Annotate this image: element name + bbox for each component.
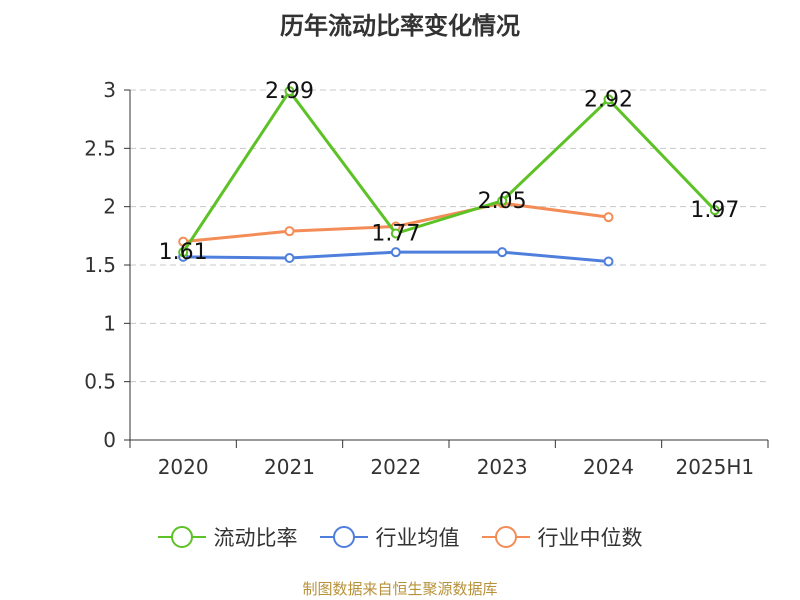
y-tick-label-2: 1: [103, 311, 116, 335]
data-label-0-2: 1.77: [371, 222, 420, 247]
series-2-point-1: [284, 226, 295, 237]
series-1-point-1: [284, 253, 295, 263]
x-tick-label-1: 2021: [264, 455, 315, 479]
series-1-point-4: [603, 256, 614, 267]
data-label-0-1: 2.99: [265, 79, 314, 104]
chart-title: 历年流动比率变化情况: [280, 12, 520, 40]
series-1-point-3: [497, 247, 508, 258]
legend-line-circle-icon: [157, 526, 206, 548]
axes: 0 0.5 1 1.5 2 2.5 3 2020 2021 2022 2023 2024 2025H1: [84, 78, 769, 479]
x-tick-label-4: 2024: [583, 455, 634, 479]
data-labels: 1.61 2.99 1.77 2.05 2.92 1.97: [159, 79, 740, 265]
y-tick-label-5: 2.5: [84, 136, 116, 160]
data-label-0-4: 2.92: [584, 87, 633, 112]
legend-line-circle-icon: [319, 526, 368, 548]
data-label-0-3: 2.05: [478, 189, 527, 214]
grid-lines: [130, 89, 768, 383]
legend: 流动比率 行业均值 行业中位数: [0, 519, 800, 555]
series-line-0: [181, 89, 716, 253]
x-tick-label-3: 2023: [477, 455, 528, 479]
series-2-point-0: [178, 236, 189, 247]
series-1-point-2: [390, 247, 401, 258]
series-0-point-4: [603, 94, 614, 105]
y-tick-label-4: 2: [103, 195, 116, 219]
legend-item-1[interactable]: 行业均值: [319, 519, 460, 555]
data-label-0-0: 1.61: [159, 240, 208, 265]
y-tick-label-1: 0.5: [84, 370, 116, 394]
x-tick-label-5: 2025H1: [675, 455, 754, 479]
series-2-point-4: [603, 212, 614, 223]
legend-line-circle-icon: [481, 526, 530, 548]
data-label-0-5: 1.97: [690, 198, 739, 223]
legend-item-2[interactable]: 行业中位数: [481, 519, 643, 555]
x-tick-label-2: 2022: [370, 455, 421, 479]
y-tick-label-3: 1.5: [84, 253, 116, 277]
y-tick-label-6: 3: [103, 78, 116, 102]
y-tick-label-0: 0: [103, 428, 116, 452]
series-0-point-0: [178, 247, 189, 258]
series-0-point-5: [709, 205, 720, 216]
legend-label: 行业均值: [375, 526, 460, 550]
x-tick-label-0: 2020: [158, 455, 209, 479]
source-note: 制图数据来自恒生聚源数据库: [302, 580, 498, 598]
series-0-point-2: [390, 228, 401, 239]
legend-label: 行业中位数: [537, 526, 643, 550]
legend-item-0[interactable]: 流动比率: [157, 519, 298, 555]
series-lines: [178, 86, 720, 267]
series-0-point-1: [284, 86, 295, 97]
legend-label: 流动比率: [213, 526, 298, 550]
series-0-point-3: [497, 195, 508, 206]
